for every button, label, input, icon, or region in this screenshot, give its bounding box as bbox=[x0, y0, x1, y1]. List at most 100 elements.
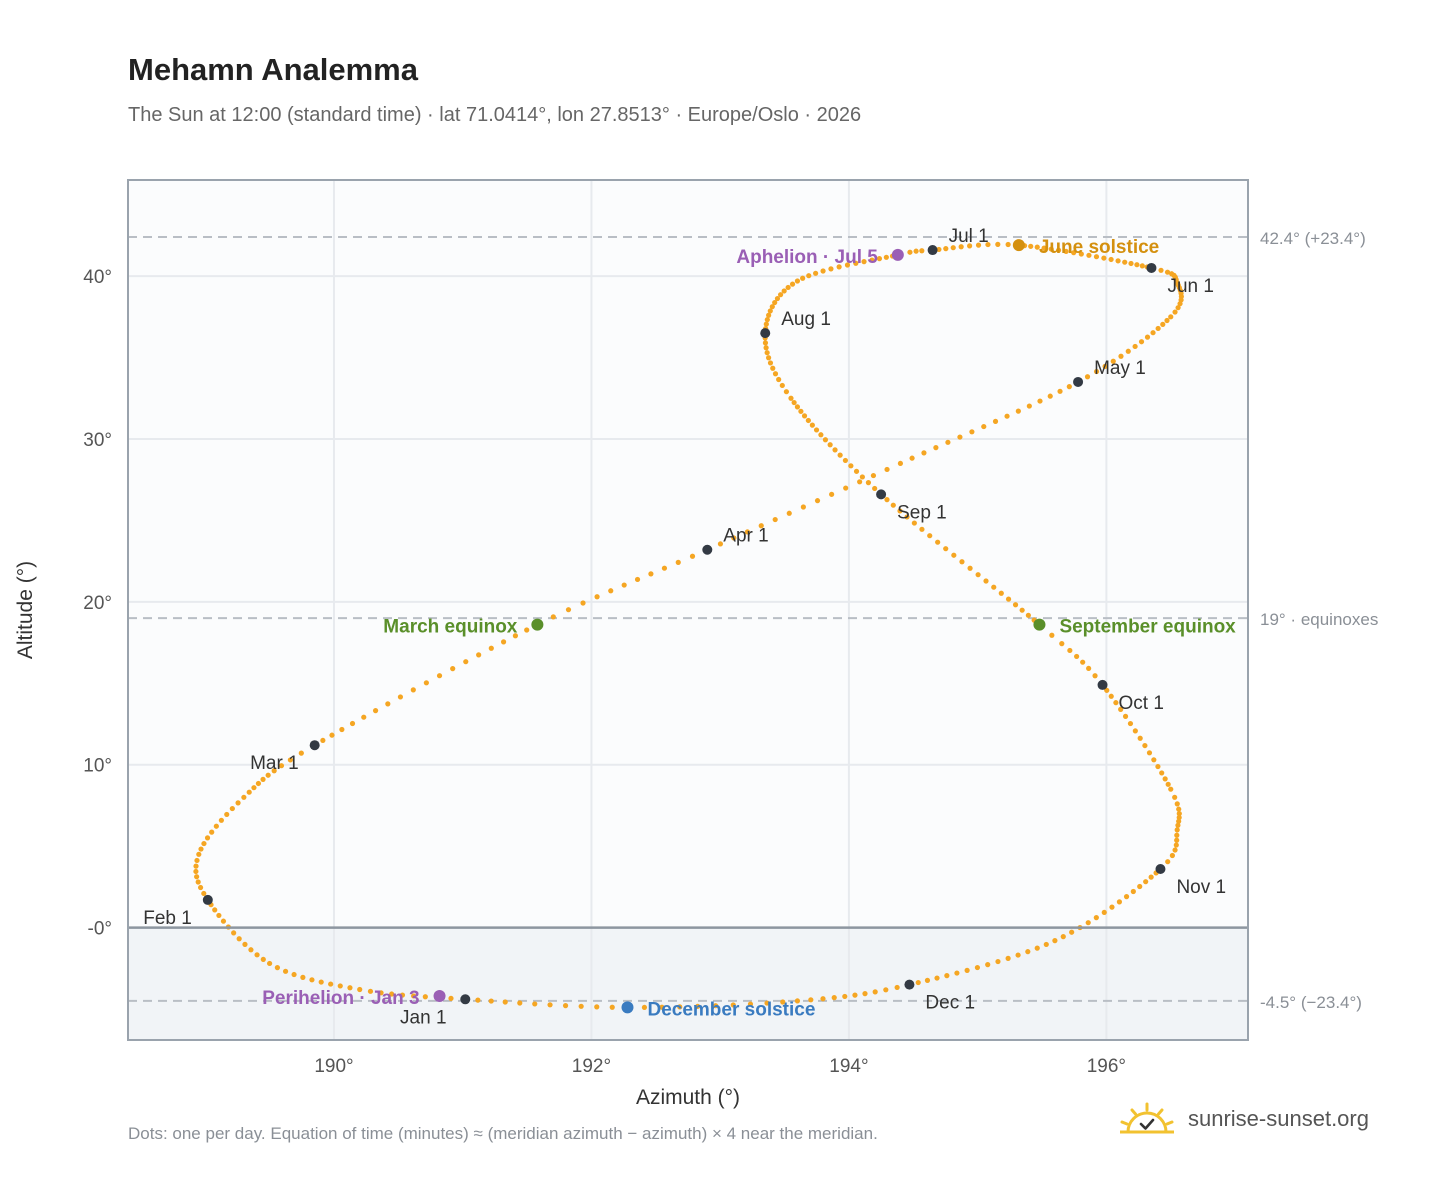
day-dot bbox=[1057, 388, 1063, 394]
day-dot bbox=[1041, 245, 1047, 251]
day-dot bbox=[689, 553, 696, 559]
day-dot bbox=[193, 863, 199, 869]
day-dot bbox=[411, 993, 417, 999]
day-dot bbox=[964, 967, 970, 973]
axes: 190° 192° 194° 196° -0° 10° 20° 30° 40° Azimuth (… bbox=[14, 179, 1249, 1109]
day-dot bbox=[1165, 781, 1171, 787]
day-dot bbox=[565, 607, 572, 613]
event-label: March equinox bbox=[383, 617, 518, 638]
month-marker bbox=[1097, 679, 1108, 690]
day-dot bbox=[776, 376, 782, 383]
day-dot bbox=[852, 992, 858, 998]
month-label: Dec 1 bbox=[925, 993, 975, 1014]
day-dot bbox=[837, 452, 843, 458]
event-marker bbox=[531, 618, 544, 631]
day-dot bbox=[448, 995, 454, 1001]
event-label: December solstice bbox=[647, 999, 815, 1020]
day-dot bbox=[1101, 255, 1107, 261]
day-dot bbox=[767, 308, 773, 314]
gridlines bbox=[128, 180, 1248, 1040]
day-dot bbox=[884, 497, 890, 503]
day-dot bbox=[1115, 258, 1121, 264]
day-dot bbox=[1137, 883, 1143, 890]
month-label: Apr 1 bbox=[723, 526, 768, 547]
day-dot bbox=[201, 840, 207, 847]
day-dot bbox=[1172, 309, 1178, 315]
day-dot bbox=[1176, 810, 1182, 817]
day-dot bbox=[844, 262, 851, 268]
day-dot bbox=[1134, 262, 1140, 268]
day-dot bbox=[1155, 325, 1161, 332]
day-dot bbox=[1142, 742, 1148, 749]
day-dot bbox=[661, 565, 668, 571]
day-dot bbox=[764, 350, 770, 356]
day-dot bbox=[717, 541, 724, 547]
day-dot bbox=[933, 445, 939, 451]
brand[interactable]: sunrise-sunset.org bbox=[1120, 1102, 1369, 1136]
day-dot bbox=[800, 504, 806, 510]
chart-title: Mehamn Analemma bbox=[128, 52, 418, 87]
day-dot bbox=[608, 588, 614, 594]
day-dot bbox=[1067, 647, 1073, 654]
day-dot bbox=[1069, 929, 1075, 935]
brand-text[interactable]: sunrise-sunset.org bbox=[1188, 1106, 1369, 1131]
day-dot bbox=[1109, 904, 1115, 910]
day-dot bbox=[193, 868, 199, 875]
day-dot bbox=[1139, 263, 1145, 269]
day-dot bbox=[763, 321, 769, 327]
day-dot bbox=[865, 480, 872, 486]
day-dot bbox=[1066, 384, 1072, 390]
day-dot bbox=[1005, 596, 1012, 602]
day-dot bbox=[813, 270, 819, 276]
day-dot bbox=[594, 1004, 600, 1010]
day-dot bbox=[194, 874, 200, 880]
day-dot bbox=[1143, 879, 1149, 885]
day-dot bbox=[621, 582, 627, 588]
day-dot bbox=[883, 987, 889, 993]
day-dot bbox=[974, 964, 981, 971]
day-dot bbox=[397, 694, 404, 700]
day-dot bbox=[349, 720, 356, 727]
event-marker bbox=[433, 990, 446, 1003]
day-dot bbox=[1168, 314, 1174, 320]
day-dot bbox=[1132, 728, 1138, 734]
day-dot bbox=[274, 965, 281, 971]
month-marker bbox=[904, 979, 915, 990]
day-dot bbox=[1108, 256, 1114, 263]
day-dot bbox=[927, 533, 933, 539]
day-dot bbox=[1086, 252, 1092, 258]
day-dot bbox=[822, 437, 829, 443]
day-dot bbox=[1074, 653, 1080, 660]
day-dot bbox=[372, 708, 379, 714]
reference-lines: 42.4° (+23.4°) 19° · equinoxes -4.5° (−23.… bbox=[128, 229, 1378, 1012]
day-dot bbox=[781, 288, 787, 294]
day-dot bbox=[829, 491, 835, 497]
day-dot bbox=[958, 244, 964, 250]
day-dot bbox=[831, 995, 837, 1001]
day-dot bbox=[271, 768, 277, 774]
day-dot bbox=[550, 614, 556, 620]
day-dot bbox=[1169, 271, 1175, 277]
month-marker bbox=[760, 328, 771, 339]
day-dot bbox=[870, 472, 877, 479]
day-dot bbox=[983, 578, 989, 584]
day-dot bbox=[1015, 952, 1021, 958]
day-dot bbox=[995, 241, 1001, 247]
x-tick-label: 196° bbox=[1087, 1056, 1126, 1077]
day-dot bbox=[808, 997, 814, 1003]
day-dot bbox=[861, 259, 867, 265]
day-dot bbox=[1043, 941, 1049, 948]
day-dot bbox=[794, 998, 801, 1004]
day-dot bbox=[890, 502, 896, 508]
day-dot bbox=[1176, 818, 1182, 824]
day-dot bbox=[883, 254, 889, 260]
day-dot bbox=[774, 295, 781, 302]
day-dot bbox=[894, 984, 900, 991]
month-label: Jan 1 bbox=[400, 1007, 446, 1028]
day-dot bbox=[1123, 894, 1130, 900]
day-dot bbox=[634, 576, 641, 583]
day-dot bbox=[1004, 413, 1010, 419]
day-dot bbox=[385, 701, 391, 707]
day-dot bbox=[789, 281, 796, 287]
day-dot bbox=[265, 772, 271, 778]
